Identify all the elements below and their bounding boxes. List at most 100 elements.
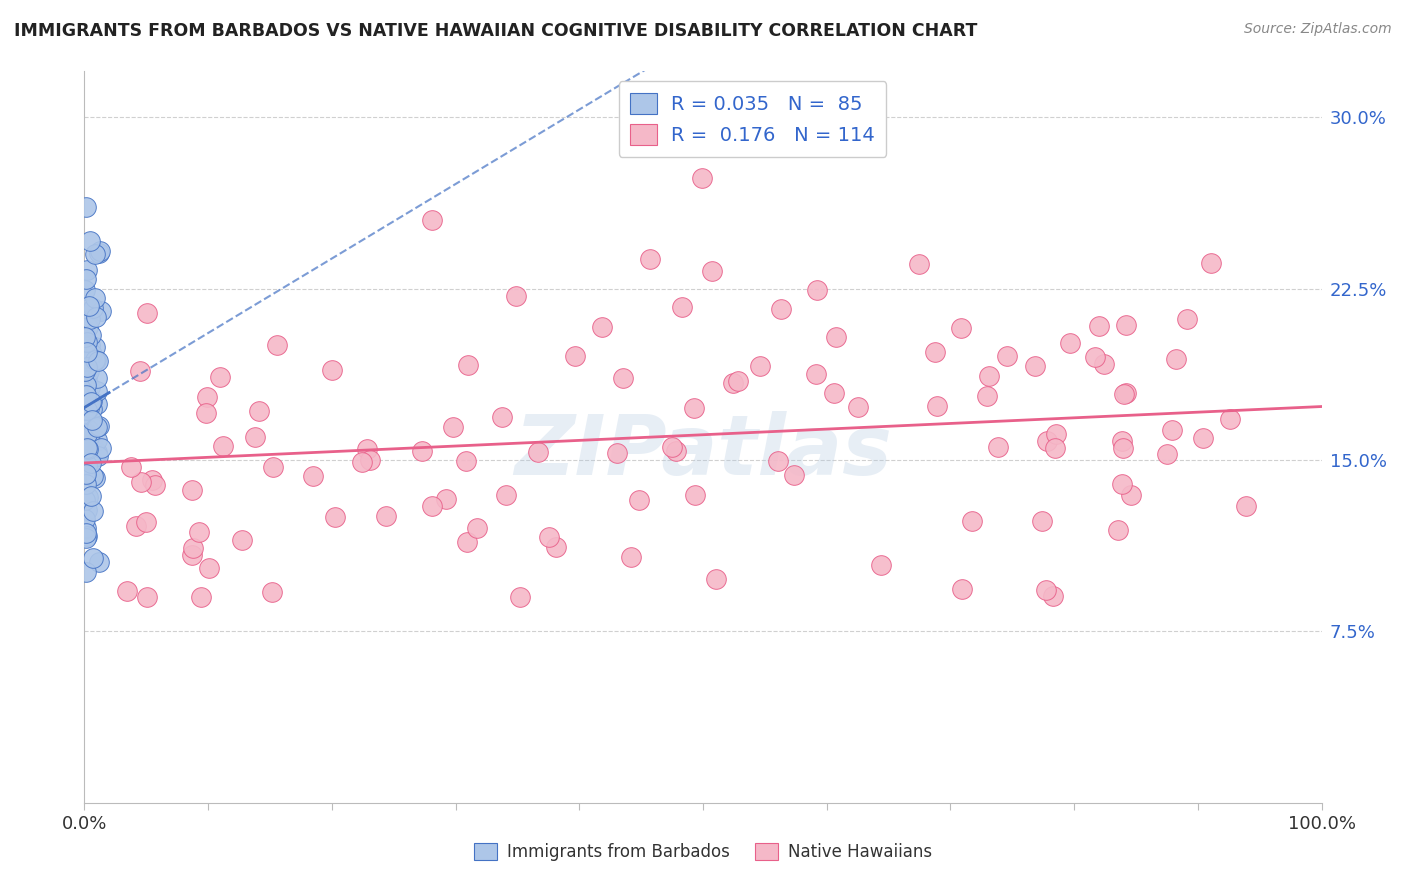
Text: Source: ZipAtlas.com: Source: ZipAtlas.com (1244, 22, 1392, 37)
Point (84, 420, 107, 434)
Point (411, 443, 433, 458)
Point (84, 310, 107, 325)
Point (84, 291, 107, 305)
Point (995, 349, 1018, 363)
Point (1161, 423, 1184, 437)
Point (321, 363, 343, 377)
Point (75, 362, 97, 376)
Point (77, 452, 100, 467)
Point (1043, 442, 1066, 456)
Point (987, 440, 1010, 454)
Point (82, 346, 104, 360)
Point (806, 283, 828, 297)
Point (1115, 318, 1137, 332)
Point (77, 364, 100, 378)
Point (76, 427, 98, 442)
Point (73, 337, 96, 351)
Point (262, 459, 284, 474)
Point (1035, 583, 1057, 598)
Point (87, 419, 110, 434)
Point (75, 353, 97, 368)
Point (546, 540, 568, 554)
Point (1087, 319, 1109, 334)
Point (1092, 357, 1115, 371)
Point (89, 244, 111, 258)
Point (527, 445, 550, 459)
Point (661, 440, 683, 454)
Point (76, 360, 98, 375)
Point (491, 409, 513, 424)
Point (359, 453, 381, 467)
Point (870, 558, 893, 572)
Point (960, 514, 983, 528)
Point (976, 389, 998, 403)
Point (76, 263, 98, 277)
Point (950, 582, 973, 597)
Point (1236, 500, 1258, 514)
Point (82, 551, 104, 566)
Point (194, 406, 217, 420)
Point (782, 467, 804, 482)
Point (749, 359, 772, 373)
Point (77, 490, 100, 504)
Point (1191, 431, 1213, 445)
Point (302, 469, 325, 483)
Point (457, 358, 479, 372)
Point (77, 299, 100, 313)
Point (77, 454, 100, 468)
Point (86, 420, 108, 434)
Point (82, 393, 104, 408)
Point (76, 402, 98, 417)
Point (79, 327, 101, 342)
Point (82, 436, 104, 450)
Point (375, 508, 398, 523)
Point (75, 526, 97, 541)
Point (84, 246, 107, 260)
Point (77, 401, 100, 415)
Point (188, 525, 211, 540)
Point (84, 340, 107, 354)
Point (1031, 514, 1053, 528)
Point (564, 349, 586, 363)
Point (75, 512, 97, 526)
Point (979, 368, 1001, 383)
Point (180, 483, 202, 497)
Point (73, 435, 96, 450)
Point (79, 337, 101, 351)
Point (75, 388, 97, 402)
Point (77, 320, 100, 334)
Point (1111, 477, 1133, 491)
Point (75, 476, 97, 491)
Point (115, 583, 138, 598)
Point (766, 454, 789, 468)
Point (495, 488, 517, 502)
Point (208, 370, 231, 384)
Point (1115, 385, 1137, 400)
Point (505, 289, 527, 303)
Text: ZIPatlas: ZIPatlas (515, 411, 891, 492)
Point (84, 352, 107, 367)
Point (77, 442, 100, 456)
Point (266, 338, 288, 352)
Point (79, 312, 101, 326)
Point (135, 590, 157, 604)
Point (76, 422, 98, 436)
Point (509, 590, 531, 604)
Point (683, 488, 706, 502)
Point (135, 515, 157, 529)
Point (190, 590, 212, 604)
Point (86, 354, 108, 368)
Point (198, 561, 221, 575)
Point (76, 345, 98, 359)
Point (86, 433, 108, 447)
Point (77, 363, 100, 377)
Point (1219, 412, 1241, 426)
Point (1107, 523, 1129, 537)
Point (86, 445, 108, 459)
Point (143, 477, 166, 491)
Point (665, 444, 688, 458)
Point (638, 252, 661, 266)
Point (441, 420, 464, 434)
Point (700, 264, 723, 278)
Point (75, 521, 97, 535)
